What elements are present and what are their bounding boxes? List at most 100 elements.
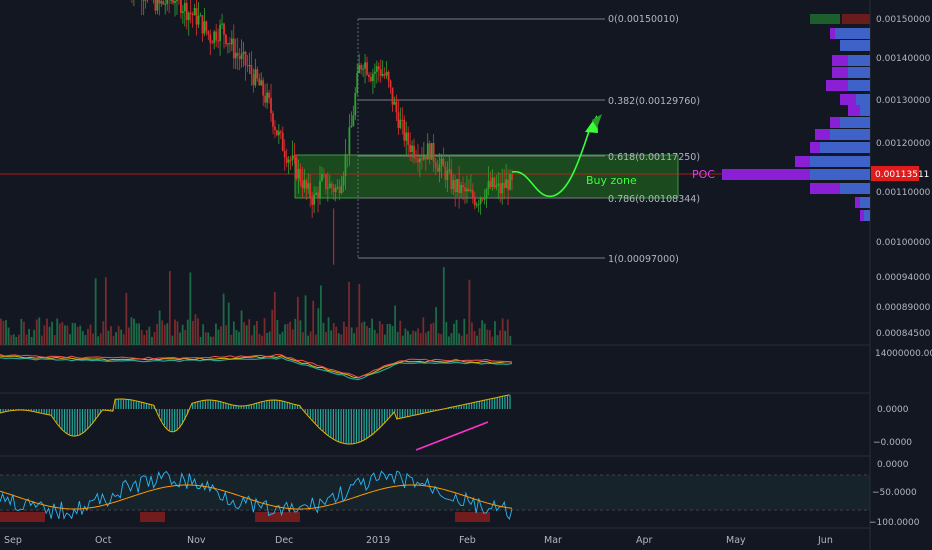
candle: [234, 52, 237, 59]
candle: [373, 71, 376, 74]
histogram-bar: [33, 409, 35, 412]
histogram-bar: [266, 400, 268, 409]
candle: [403, 120, 406, 141]
histogram-bar: [506, 395, 509, 409]
indicator-panel-3: [0, 470, 870, 522]
volume-bar: [192, 320, 194, 345]
vp-row: [848, 55, 870, 66]
volume-bar: [366, 326, 368, 345]
time-axis[interactable]: Sep Oct Nov Dec 2019 Feb Mar Apr May Jun: [4, 535, 833, 546]
candle: [493, 177, 496, 188]
volume-bar: [74, 323, 77, 345]
candle: [334, 187, 337, 192]
histogram-bar: [312, 409, 314, 421]
candle: [366, 62, 368, 75]
price-tick: 0.00110000: [876, 188, 931, 198]
histogram-bar: [396, 409, 398, 419]
histogram-bar: [51, 409, 53, 416]
candle: [407, 132, 410, 145]
histogram-bar: [115, 399, 117, 409]
volume-bar: [28, 329, 30, 345]
histogram-bar: [430, 409, 432, 412]
histogram-bar: [401, 409, 404, 418]
price-axis[interactable]: 0.00150000 0.00140000 0.00130000 0.00120…: [869, 15, 932, 528]
volume-bar: [307, 335, 309, 345]
volume-bar: [481, 320, 484, 345]
candle: [393, 101, 396, 105]
vp-row: [830, 129, 870, 140]
candle: [356, 73, 359, 94]
volume-bar: [284, 324, 286, 345]
vp-row: [855, 197, 860, 208]
histogram-bar: [253, 404, 255, 409]
oversold-block: [0, 512, 45, 522]
candle: [377, 66, 380, 70]
volume-bar: [501, 318, 504, 345]
volume-bar: [391, 326, 394, 345]
histogram-bar: [184, 409, 186, 420]
histogram-bar: [53, 409, 55, 420]
indicator3-tick: −50.0000: [872, 488, 917, 498]
volume-bar: [312, 300, 315, 345]
histogram-bar: [171, 409, 173, 432]
volume-bar: [156, 323, 158, 345]
volume-bar: [442, 267, 445, 345]
histogram-bar: [145, 403, 148, 409]
candle: [368, 74, 370, 77]
vp-row: [860, 210, 864, 221]
volume-bar: [0, 318, 2, 345]
volume-bar: [309, 331, 312, 345]
volume-bar: [258, 333, 261, 345]
volume-bar: [51, 321, 53, 345]
histogram-bar: [450, 407, 452, 409]
histogram-bar: [40, 409, 43, 414]
time-tick: Apr: [636, 535, 653, 546]
candle: [207, 31, 210, 35]
volume-bar: [102, 321, 105, 345]
volume-bar: [110, 326, 112, 345]
histogram-bar: [261, 401, 263, 409]
candle: [338, 187, 341, 193]
poc-label: POC: [692, 168, 715, 181]
candle: [442, 158, 445, 167]
candle: [391, 87, 394, 105]
histogram-bar: [181, 409, 183, 425]
histogram-bar: [227, 403, 230, 409]
candle: [219, 24, 221, 42]
histogram-bar: [222, 402, 224, 409]
candle: [275, 130, 278, 136]
volume-bar: [483, 323, 486, 345]
volume-bar: [327, 317, 330, 345]
candle: [228, 43, 231, 45]
candle: [473, 197, 476, 206]
candle: [221, 23, 223, 25]
indicator-panel-1: [0, 353, 513, 381]
candle: [232, 38, 235, 59]
histogram-bar: [94, 409, 96, 421]
histogram-bar: [212, 400, 214, 409]
candle: [262, 80, 265, 96]
candle: [162, 1, 165, 5]
volume-bar: [424, 332, 427, 345]
fibonacci-retracement[interactable]: 0(0.00150010) 0.382(0.00129760) 0.618(0.…: [357, 14, 700, 265]
candle: [181, 11, 184, 13]
histogram-bar: [476, 401, 478, 409]
candle: [270, 98, 272, 114]
histogram-bar: [61, 409, 63, 429]
histogram-bar: [204, 400, 206, 409]
candle: [223, 23, 225, 35]
volume-bar: [130, 317, 133, 345]
histogram-bar: [391, 409, 393, 415]
histogram-bar: [376, 409, 378, 431]
volume-bar: [243, 322, 245, 345]
volume-bar: [76, 326, 79, 345]
volume-bar: [33, 329, 36, 345]
candle: [501, 183, 504, 194]
histogram-bar: [20, 409, 22, 411]
volume-bar: [133, 318, 135, 345]
histogram-bar: [217, 400, 219, 409]
candle: [289, 159, 292, 161]
histogram-bar: [448, 408, 450, 409]
volume-bar: [458, 333, 461, 345]
